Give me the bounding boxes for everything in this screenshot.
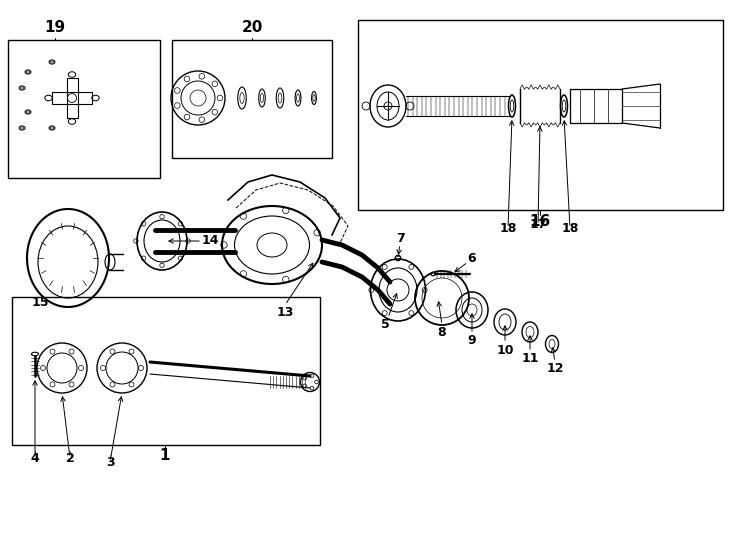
Text: 9: 9 <box>468 334 476 347</box>
Bar <box>8 40 160 178</box>
Bar <box>358 20 723 210</box>
Bar <box>172 40 332 158</box>
Text: 3: 3 <box>106 456 115 469</box>
Text: 16: 16 <box>529 214 550 230</box>
Text: 14: 14 <box>201 234 219 247</box>
Text: 8: 8 <box>437 326 446 339</box>
Text: 19: 19 <box>45 19 65 35</box>
Text: 10: 10 <box>496 343 514 356</box>
Text: 7: 7 <box>396 232 404 245</box>
Text: 13: 13 <box>276 306 294 319</box>
Text: 12: 12 <box>546 361 564 375</box>
Text: 17: 17 <box>529 219 547 232</box>
Text: 1: 1 <box>160 448 170 462</box>
Text: 11: 11 <box>521 352 539 365</box>
Text: 15: 15 <box>32 295 48 308</box>
Text: 2: 2 <box>65 451 74 464</box>
Text: 20: 20 <box>241 19 263 35</box>
Bar <box>67 78 78 118</box>
Text: 18: 18 <box>499 221 517 234</box>
Text: 18: 18 <box>562 221 578 234</box>
Text: 4: 4 <box>31 451 40 464</box>
Text: 5: 5 <box>381 319 389 332</box>
Bar <box>52 92 92 104</box>
Bar <box>12 297 320 445</box>
Text: 6: 6 <box>468 252 476 265</box>
